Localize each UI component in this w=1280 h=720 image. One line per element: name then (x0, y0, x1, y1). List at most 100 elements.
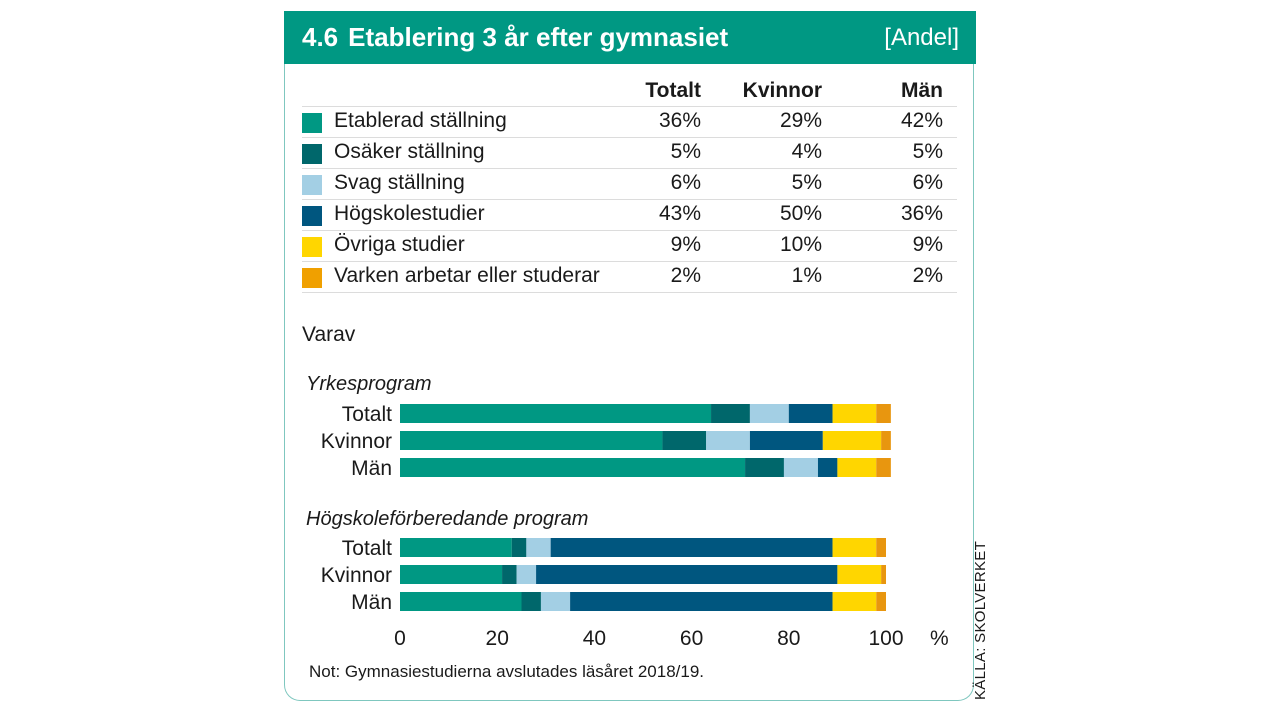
bar-label: Totalt (342, 403, 392, 426)
table-header-row: Totalt Kvinnor Män (302, 78, 957, 107)
figure-title: 4.6 Etablering 3 år efter gymnasiet (302, 22, 728, 53)
legend-swatch (302, 237, 322, 257)
bar-label: Män (351, 591, 392, 614)
bar-segment (570, 592, 833, 611)
source-credit: KÄLLA: SKOLVERKET (972, 540, 989, 700)
row-value: 2% (670, 264, 701, 287)
bar-segment (749, 404, 789, 423)
bar-segment (400, 458, 746, 477)
x-axis-unit: % (930, 627, 949, 650)
bar-segment (837, 458, 877, 477)
legend-swatch (302, 144, 322, 164)
table-row: Osäker ställning 5% 4% 5% (302, 138, 957, 169)
bar-segment (876, 458, 891, 477)
bar-segment (876, 404, 891, 423)
table-row: Övriga studier 9% 10% 9% (302, 231, 957, 262)
column-header-totalt: Totalt (645, 79, 701, 102)
row-label: Varken arbetar eller studerar (334, 264, 600, 287)
x-tick-label: 40 (583, 627, 606, 650)
figure-unit: [Andel] (884, 24, 959, 51)
bar-segment (788, 404, 833, 423)
x-tick-label: 20 (486, 627, 509, 650)
bar-segment (511, 538, 527, 557)
figure-card (284, 11, 974, 701)
row-value: 2% (912, 264, 943, 287)
legend-swatch (302, 206, 322, 226)
row-value: 43% (658, 202, 701, 225)
row-label: Övriga studier (334, 233, 465, 256)
legend-swatch (302, 175, 322, 195)
row-value: 6% (670, 171, 701, 194)
bar-segment (502, 565, 517, 584)
x-tick-label: 80 (777, 627, 800, 650)
bar-segment (832, 404, 877, 423)
bar-segment (837, 565, 882, 584)
row-value: 36% (658, 109, 701, 132)
bar-segment (745, 458, 784, 477)
bar-segment (783, 458, 818, 477)
bar-segment (400, 538, 512, 557)
bar-segment (521, 592, 541, 611)
row-value: 50% (779, 202, 822, 225)
figure-title-text: Etablering 3 år efter gymnasiet (348, 22, 729, 52)
bar-segment (749, 431, 823, 450)
varav-label: Varav (302, 323, 356, 346)
legend-swatch (302, 268, 322, 288)
row-value: 9% (670, 233, 701, 256)
bar-segment (400, 565, 503, 584)
row-label: Osäker ställning (334, 140, 485, 163)
bar-segment (400, 431, 663, 450)
column-header-man: Män (901, 79, 943, 102)
bar-segment (817, 458, 838, 477)
legend-table: Totalt Kvinnor Män Etablerad ställning 36… (302, 78, 957, 293)
table-row: Etablerad ställning 36% 29% 42% (302, 107, 957, 138)
bar-segment (516, 565, 537, 584)
bar-segment (400, 592, 522, 611)
row-label: Etablerad ställning (334, 109, 507, 132)
row-value: 42% (900, 109, 943, 132)
x-tick-label: 100 (868, 627, 903, 650)
bar-label: Kvinnor (321, 430, 392, 453)
group-title: Högskoleförberedande program (306, 508, 588, 530)
row-value: 1% (791, 264, 822, 287)
bar-segment (536, 565, 838, 584)
bar-label: Kvinnor (321, 564, 392, 587)
table-row: Högskolestudier 43% 50% 36% (302, 200, 957, 231)
row-value: 4% (791, 140, 822, 163)
bar-segment (822, 431, 882, 450)
row-value: 9% (912, 233, 943, 256)
bar-segment (662, 431, 707, 450)
bar-segment (832, 592, 877, 611)
bar-segment (876, 538, 886, 557)
bar-segment (876, 592, 886, 611)
row-label: Högskolestudier (334, 202, 485, 225)
column-header-kvinnor: Kvinnor (742, 79, 822, 102)
bar-segment (832, 538, 877, 557)
row-value: 29% (779, 109, 822, 132)
row-value: 5% (912, 140, 943, 163)
bar-label: Män (351, 457, 392, 480)
row-value: 36% (900, 202, 943, 225)
bar-segment (540, 592, 571, 611)
row-value: 5% (670, 140, 701, 163)
x-tick-label: 60 (680, 627, 703, 650)
footnote: Not: Gymnasiestudierna avslutades läsåre… (309, 662, 705, 681)
bar-segment (526, 538, 551, 557)
row-label: Svag ställning (334, 171, 465, 194)
row-value: 10% (779, 233, 822, 256)
bar-segment (881, 431, 891, 450)
legend-swatch (302, 113, 322, 133)
group-title: Yrkesprogram (306, 373, 432, 395)
bar-segment (550, 538, 833, 557)
bar-label: Totalt (342, 537, 392, 560)
row-value: 5% (791, 171, 822, 194)
figure-number: 4.6 (302, 22, 339, 52)
row-value: 6% (912, 171, 943, 194)
bar-segment (881, 565, 886, 584)
table-row: Varken arbetar eller studerar 2% 1% 2% (302, 262, 957, 293)
figure-header: 4.6 Etablering 3 år efter gymnasiet [Ande… (284, 11, 976, 64)
bar-segment (711, 404, 750, 423)
bar-segment (400, 404, 712, 423)
table-row: Svag ställning 6% 5% 6% (302, 169, 957, 200)
